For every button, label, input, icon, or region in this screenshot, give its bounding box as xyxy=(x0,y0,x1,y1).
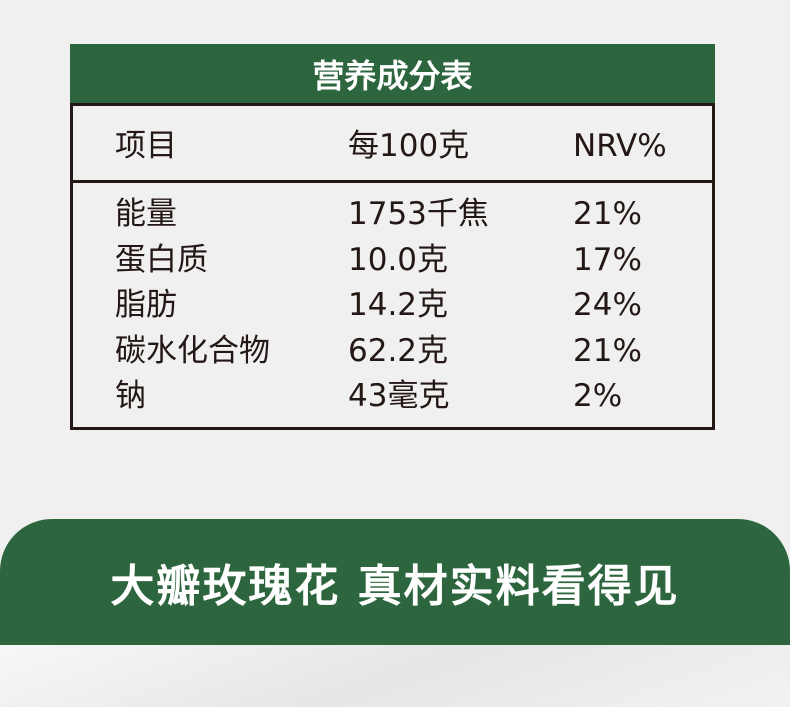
row-per-100g: 43毫克 xyxy=(348,378,450,414)
table-row: 脂肪 14.2克 24% xyxy=(73,287,712,327)
row-per-100g: 62.2克 xyxy=(348,332,449,369)
nutrition-table: 项目 每100克 NRV% 能量 1753千焦 21% 蛋白质 10.0克 17% 脂肪 14… xyxy=(70,103,715,430)
row-item: 碳水化合物 xyxy=(115,332,270,369)
row-item: 钠 xyxy=(115,378,146,414)
row-per-100g: 10.0克 xyxy=(348,241,449,278)
row-nrv: 17% xyxy=(573,241,642,278)
table-header-row: 项目 每100克 NRV% xyxy=(73,106,712,183)
row-item: 蛋白质 xyxy=(115,241,208,278)
header-item: 项目 xyxy=(115,128,177,164)
table-row: 能量 1753千焦 21% xyxy=(73,196,712,236)
promo-banner: 大瓣玫瑰花 真材实料看得见 xyxy=(0,519,790,645)
bottom-background xyxy=(0,645,790,707)
header-nrv: NRV% xyxy=(573,128,667,164)
row-nrv: 21% xyxy=(573,196,642,232)
table-row: 碳水化合物 62.2克 21% xyxy=(73,333,712,373)
row-item: 能量 xyxy=(115,196,177,232)
nutrition-table-title: 营养成分表 xyxy=(70,44,715,104)
table-row: 蛋白质 10.0克 17% xyxy=(73,242,712,282)
row-item: 脂肪 xyxy=(115,287,177,323)
row-nrv: 2% xyxy=(573,378,623,414)
row-per-100g: 1753千焦 xyxy=(348,196,489,232)
row-per-100g: 14.2克 xyxy=(348,287,449,323)
row-nrv: 24% xyxy=(573,287,642,323)
header-per-100g: 每100克 xyxy=(348,128,470,164)
table-row: 钠 43毫克 2% xyxy=(73,378,712,418)
row-nrv: 21% xyxy=(573,332,642,369)
